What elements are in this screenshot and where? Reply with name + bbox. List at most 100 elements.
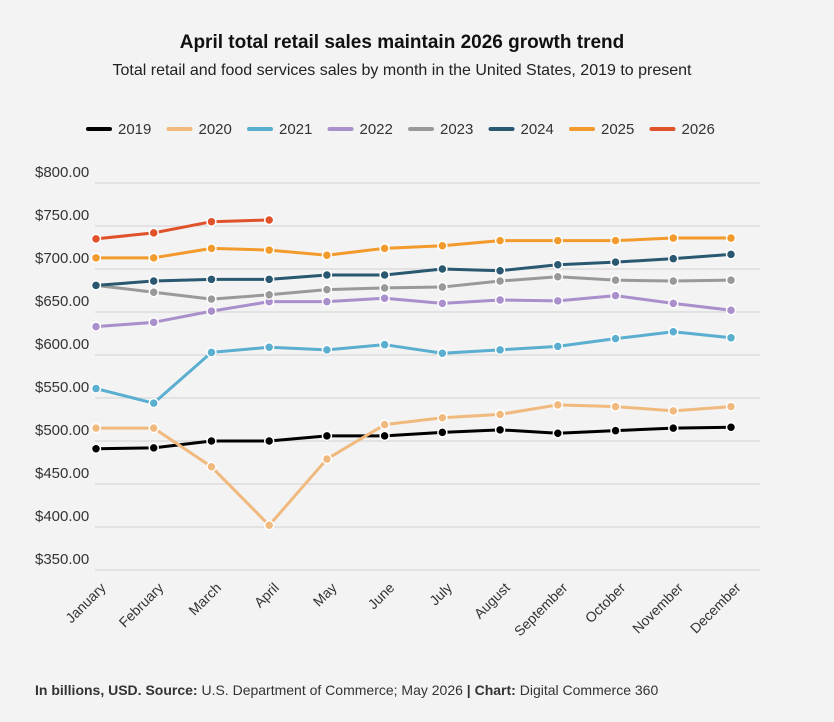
data-point bbox=[610, 235, 621, 246]
data-point bbox=[321, 296, 333, 307]
data-point bbox=[552, 235, 564, 246]
data-point bbox=[206, 305, 217, 317]
data-point bbox=[494, 344, 506, 356]
data-point bbox=[206, 274, 217, 285]
data-point bbox=[725, 401, 737, 412]
series-line bbox=[95, 252, 732, 287]
data-point bbox=[148, 286, 159, 298]
data-point bbox=[437, 412, 448, 424]
y-tick-label: $750.00 bbox=[35, 207, 89, 224]
data-point bbox=[148, 397, 159, 409]
data-point bbox=[668, 405, 679, 417]
footer-separator: | bbox=[466, 682, 471, 698]
data-point bbox=[263, 214, 275, 226]
data-point bbox=[263, 520, 275, 531]
x-tick-label: August bbox=[471, 579, 513, 621]
data-point bbox=[494, 424, 506, 436]
data-point bbox=[725, 274, 737, 286]
data-point bbox=[494, 294, 506, 306]
legend-label: 2022 bbox=[360, 121, 393, 138]
chart-subtitle: Total retail and food services sales by … bbox=[113, 62, 693, 79]
data-point bbox=[494, 409, 506, 420]
data-point bbox=[668, 326, 679, 338]
series-line bbox=[96, 403, 732, 527]
data-point bbox=[90, 443, 102, 454]
data-point bbox=[668, 298, 679, 309]
legend-label: 2024 bbox=[521, 121, 554, 138]
data-point bbox=[206, 243, 217, 254]
series-line bbox=[95, 330, 732, 405]
data-point bbox=[148, 275, 159, 287]
data-point bbox=[610, 333, 621, 344]
series-line bbox=[95, 294, 732, 329]
data-point bbox=[206, 216, 217, 227]
legend-label: 2019 bbox=[118, 121, 151, 138]
data-point bbox=[379, 292, 390, 304]
data-point bbox=[610, 401, 621, 412]
footer-source-label: Source: bbox=[145, 682, 198, 698]
data-point bbox=[725, 421, 737, 433]
data-point bbox=[610, 290, 621, 301]
data-point bbox=[321, 249, 333, 261]
x-tick-label: February bbox=[116, 579, 167, 630]
y-tick-label: $500.00 bbox=[35, 422, 89, 439]
data-point bbox=[494, 265, 506, 276]
data-point bbox=[90, 233, 102, 245]
data-point bbox=[148, 442, 159, 454]
data-point bbox=[263, 289, 275, 301]
data-point bbox=[90, 422, 102, 434]
data-point bbox=[437, 298, 448, 309]
data-point bbox=[148, 252, 159, 264]
footer: In billions, USD. Source: U.S. Departmen… bbox=[35, 682, 658, 698]
data-point bbox=[321, 284, 333, 295]
data-point bbox=[263, 244, 275, 256]
y-tick-label: $550.00 bbox=[35, 379, 89, 396]
data-point bbox=[437, 263, 448, 275]
y-tick-label: $800.00 bbox=[35, 164, 89, 181]
x-tick-label: September bbox=[511, 579, 571, 639]
data-point bbox=[206, 293, 217, 305]
data-point bbox=[90, 321, 102, 332]
data-point bbox=[90, 252, 102, 264]
data-point bbox=[668, 232, 679, 244]
data-point bbox=[206, 347, 217, 358]
series-line bbox=[95, 275, 732, 301]
legend-label: 2026 bbox=[682, 121, 715, 138]
data-point bbox=[725, 305, 737, 316]
data-point bbox=[437, 348, 448, 359]
data-point bbox=[437, 281, 448, 293]
data-point bbox=[552, 295, 564, 307]
chart-title: April total retail sales maintain 2026 g… bbox=[180, 32, 625, 53]
data-point bbox=[552, 399, 564, 411]
data-point bbox=[610, 425, 621, 436]
data-point bbox=[494, 275, 506, 287]
y-tick-label: $400.00 bbox=[35, 508, 89, 525]
x-tick-label: December bbox=[687, 579, 744, 636]
legend-label: 2021 bbox=[279, 121, 312, 138]
footer-chart-by: Digital Commerce 360 bbox=[519, 682, 659, 698]
y-tick-label: $450.00 bbox=[35, 465, 89, 482]
data-point bbox=[148, 317, 159, 328]
x-tick-label: March bbox=[185, 579, 224, 618]
data-point bbox=[494, 235, 506, 246]
data-point bbox=[725, 332, 737, 344]
chart: April total retail sales maintain 2026 g… bbox=[35, 32, 760, 639]
data-point bbox=[206, 435, 217, 447]
legend-label: 2020 bbox=[199, 121, 232, 138]
y-tick-label: $350.00 bbox=[35, 551, 89, 568]
data-point bbox=[668, 422, 679, 434]
x-tick-label: January bbox=[62, 579, 109, 626]
data-point bbox=[90, 383, 102, 394]
data-point bbox=[379, 282, 390, 294]
data-point bbox=[206, 461, 217, 473]
legend-label: 2023 bbox=[440, 121, 473, 138]
data-point bbox=[552, 428, 564, 439]
data-point bbox=[610, 256, 621, 268]
data-point bbox=[379, 269, 390, 281]
footer-source: U.S. Department of Commerce; May 2026 bbox=[201, 682, 463, 698]
data-point bbox=[552, 341, 564, 352]
data-point bbox=[148, 227, 159, 239]
series-line bbox=[95, 425, 732, 451]
data-point bbox=[668, 275, 679, 287]
